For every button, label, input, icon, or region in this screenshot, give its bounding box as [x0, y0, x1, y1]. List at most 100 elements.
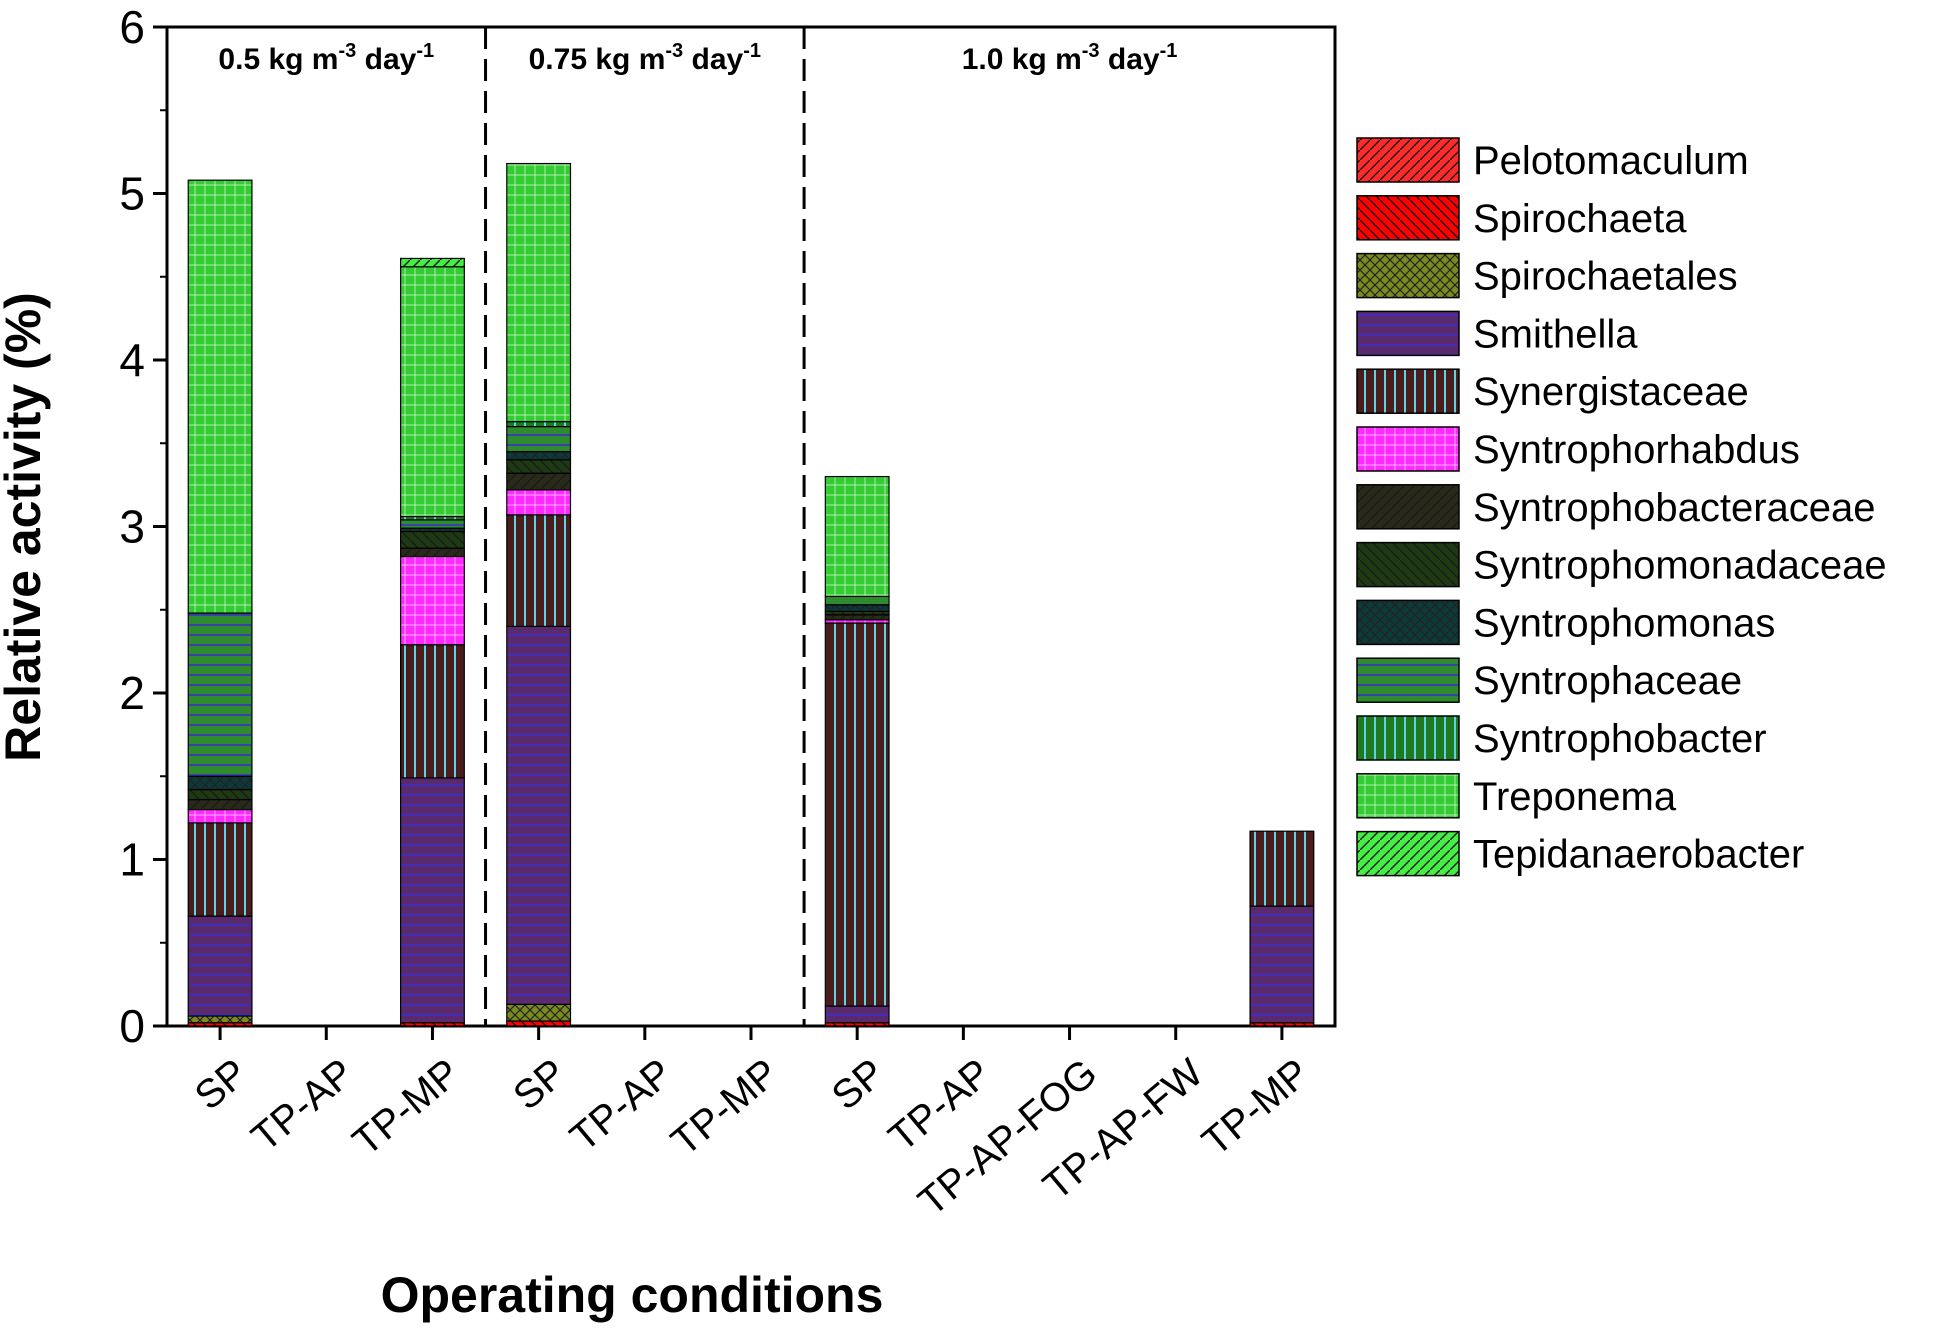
bar-segment: [506, 450, 572, 461]
bar-segment: [400, 547, 465, 558]
legend-swatch: [1356, 195, 1460, 241]
bar-segment: [506, 625, 572, 1005]
group-label: 0.75 kg m-3 day-1: [529, 40, 761, 76]
x-tick-label: TP-MP: [663, 1051, 787, 1165]
bar-segment: [400, 555, 465, 646]
y-tick-label: 3: [119, 501, 145, 553]
bar-segment: [400, 266, 465, 518]
legend-label: Syntrophorhabdus: [1473, 428, 1800, 472]
bar-segment: [400, 519, 465, 529]
legend-label: Pelotomaculum: [1473, 139, 1749, 183]
x-tick-label: TP-AP: [244, 1051, 363, 1160]
plot-area: 0.5 kg m-3 day-1 0.75 kg m-3 day-1 1.0 kg …: [165, 25, 1337, 1028]
x-tick-label: TP-MP: [1194, 1051, 1318, 1165]
legend: Pelotomaculum Spirochaeta Spirochaetales Sm…: [1356, 137, 1887, 877]
legend-label: Spirochaeta: [1473, 197, 1687, 241]
legend-swatch: [1356, 541, 1460, 588]
bar-stack: [400, 257, 465, 1027]
x-tick-label: SP: [187, 1051, 256, 1119]
group-label: 0.5 kg m-3 day-1: [218, 40, 434, 76]
legend-item: Spirochaetales: [1356, 252, 1738, 299]
x-tick-label: TP-MP: [345, 1051, 469, 1165]
legend-swatch: [1356, 368, 1460, 414]
bar-segment: [187, 179, 253, 614]
legend-item: Spirochaeta: [1356, 195, 1687, 241]
bar-segment: [400, 644, 465, 779]
legend-swatch: [1356, 426, 1460, 472]
x-tick-label: SP: [505, 1051, 574, 1119]
x-tick-label: TP-AP: [562, 1051, 681, 1160]
legend-label: Spirochaetales: [1473, 255, 1738, 299]
plot-frame: [165, 25, 1337, 1028]
legend-swatch: [1356, 252, 1460, 299]
legend-label: Smithella: [1473, 312, 1638, 356]
legend-swatch: [1356, 310, 1460, 357]
legend-label: Syntrophomonas: [1473, 601, 1775, 645]
legend-swatch: [1356, 599, 1460, 646]
bar-stack: [824, 475, 890, 1027]
group-dividers: [484, 27, 806, 1026]
y-tick-label: 0: [119, 1000, 145, 1052]
legend-item: Smithella: [1356, 310, 1638, 357]
legend-item: Syntrophomonadaceae: [1356, 541, 1887, 588]
legend-label: Treponema: [1473, 775, 1677, 819]
bar-segment: [187, 788, 253, 801]
bar-segment: [824, 595, 890, 606]
y-tick-label: 4: [119, 334, 145, 386]
legend-label: Tepidanaerobacter: [1473, 833, 1804, 877]
x-axis-title: Operating conditions: [381, 1267, 884, 1323]
legend-item: Syntrophaceae: [1356, 657, 1742, 703]
bar-segment: [506, 514, 572, 627]
bar-segment: [1249, 905, 1315, 1024]
bars-layer: [187, 162, 1315, 1027]
legend-label: Synergistaceae: [1473, 370, 1749, 414]
legend-swatch: [1356, 715, 1460, 761]
bar-segment: [187, 775, 253, 791]
bar-segment: [187, 1015, 253, 1024]
y-axis: 0 1 2 3 4 5 6: [119, 1, 167, 1052]
group-labels: 0.5 kg m-3 day-1 0.75 kg m-3 day-1 1.0 kg …: [218, 40, 1177, 76]
bar-segment: [187, 822, 253, 917]
bar-segment: [506, 489, 572, 516]
bar-segment: [824, 475, 890, 598]
bar-segment: [506, 1020, 572, 1027]
y-axis-title: Relative activity (%): [0, 292, 51, 762]
legend-label: Syntrophaceae: [1473, 659, 1742, 703]
y-tick-label: 2: [119, 667, 145, 719]
bar-segment: [187, 808, 253, 824]
legend-item: Tepidanaerobacter: [1356, 830, 1804, 877]
legend-label: Syntrophobacteraceae: [1473, 486, 1876, 530]
legend-item: Syntrophomonas: [1356, 599, 1775, 646]
bar-stack: [1249, 830, 1315, 1027]
legend-item: Synergistaceae: [1356, 368, 1749, 414]
y-tick-label: 6: [119, 1, 145, 53]
bar-segment: [400, 257, 465, 268]
legend-swatch: [1356, 773, 1460, 819]
bar-segment: [400, 530, 465, 549]
legend-swatch: [1356, 484, 1460, 530]
legend-item: Syntrophobacteraceae: [1356, 484, 1876, 530]
legend-swatch: [1356, 830, 1460, 877]
bar-segment: [506, 162, 572, 423]
bar-segment: [824, 1005, 890, 1024]
bar-segment: [506, 459, 572, 474]
bar-segment: [187, 612, 253, 777]
x-tick-label: SP: [824, 1051, 893, 1119]
bar-segment: [824, 604, 890, 613]
group-label: 1.0 kg m-3 day-1: [962, 40, 1178, 76]
bar-segment: [187, 915, 253, 1017]
legend-swatch: [1356, 657, 1460, 703]
bar-stack: [506, 162, 572, 1027]
y-tick-label: 5: [119, 168, 145, 220]
legend-item: Syntrophorhabdus: [1356, 426, 1800, 472]
bar-segment: [506, 421, 572, 428]
bar-segment: [506, 426, 572, 453]
bar-segment: [1249, 830, 1315, 907]
bar-segment: [824, 622, 890, 1007]
legend-item: Treponema: [1356, 773, 1677, 819]
bar-segment: [506, 472, 572, 491]
legend-swatch: [1356, 137, 1460, 183]
legend-item: Pelotomaculum: [1356, 137, 1749, 183]
